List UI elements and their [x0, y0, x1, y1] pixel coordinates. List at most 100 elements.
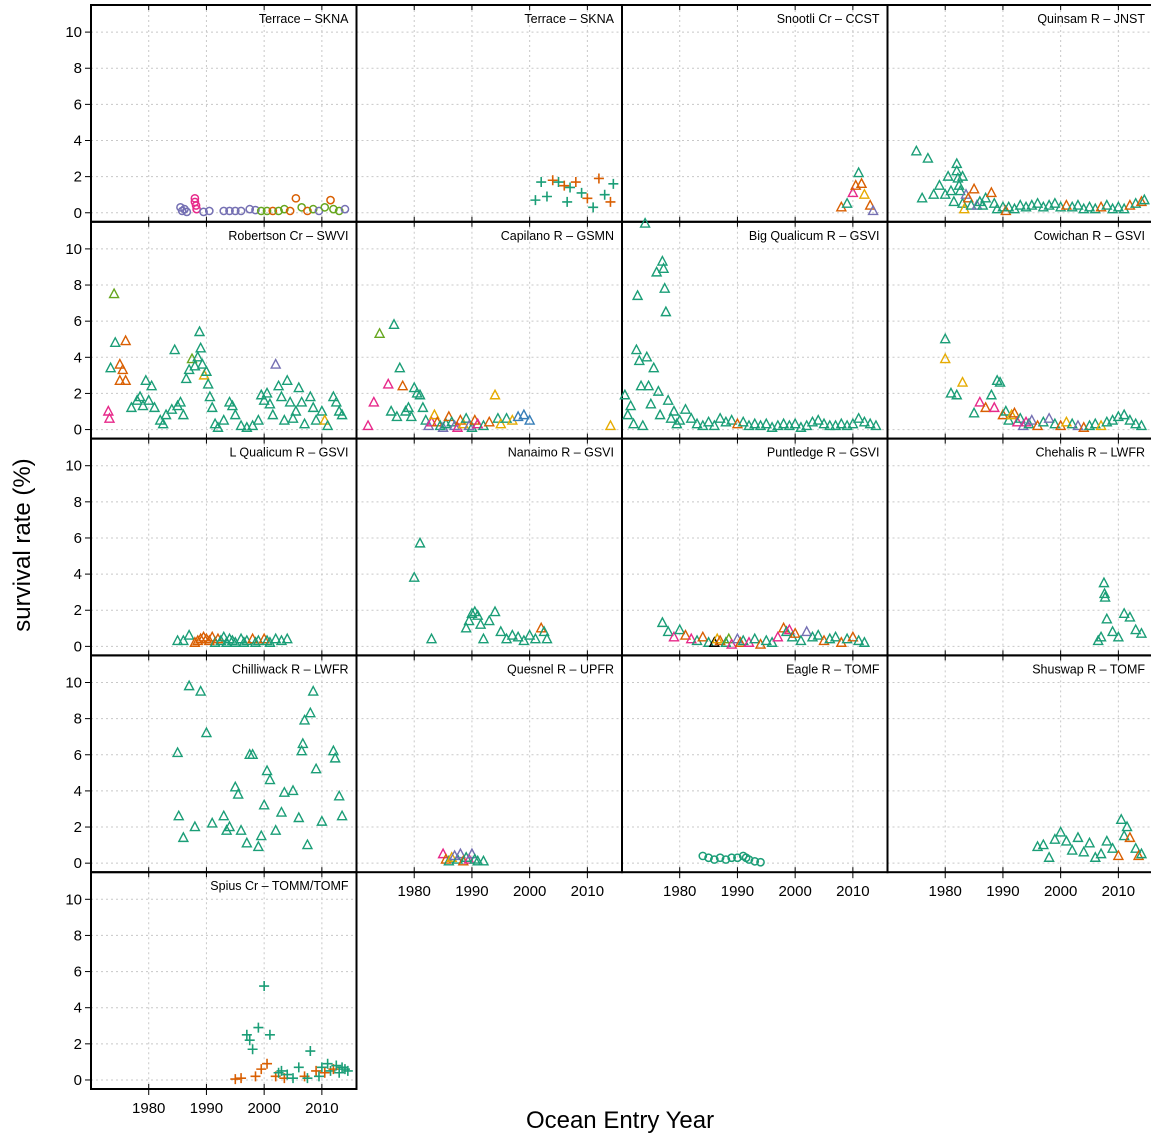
panel-title: Nanaimo R – GSVI — [508, 446, 614, 460]
data-point — [303, 206, 312, 216]
data-point — [278, 414, 291, 425]
data-point — [604, 419, 617, 431]
data-point — [847, 630, 859, 642]
data-point — [766, 636, 778, 647]
data-point — [1049, 197, 1061, 208]
data-point — [858, 636, 871, 647]
y-tick-label: 2 — [74, 385, 82, 402]
data-point — [320, 202, 330, 212]
data-point — [624, 399, 637, 411]
panel-9: Nanaimo R – GSVI — [355, 437, 623, 657]
data-point — [373, 327, 386, 339]
data-point — [206, 816, 218, 828]
data-point — [495, 417, 507, 429]
data-point — [668, 405, 680, 416]
data-point — [627, 417, 640, 429]
data-point — [1060, 834, 1073, 846]
data-point — [474, 618, 487, 629]
data-point — [812, 414, 824, 425]
data-point — [388, 318, 400, 329]
x-tick-label: 2000 — [778, 883, 811, 900]
data-point — [472, 417, 484, 429]
data-point — [235, 419, 247, 431]
data-point — [238, 636, 250, 647]
x-tick-label: 2010 — [1102, 883, 1135, 900]
panel-7: Cowichan R – GSVI — [886, 220, 1151, 440]
panel-frame — [621, 220, 889, 440]
data-point — [749, 632, 761, 644]
data-point — [541, 632, 553, 644]
data-point — [307, 401, 319, 413]
data-point — [518, 408, 530, 420]
data-point — [145, 379, 158, 391]
data-point — [270, 824, 282, 835]
x-axis-title: Ocean Entry Year — [526, 1107, 714, 1134]
data-point — [460, 412, 472, 423]
data-point — [852, 412, 865, 423]
data-point — [760, 417, 772, 429]
data-point — [241, 1029, 252, 1040]
data-point — [250, 1071, 261, 1082]
data-point — [727, 853, 737, 863]
data-point — [812, 629, 824, 640]
data-point — [1098, 587, 1111, 599]
y-tick-label: 10 — [65, 891, 82, 908]
data-point — [483, 614, 495, 626]
data-point — [858, 415, 871, 427]
data-point — [662, 625, 674, 637]
data-point — [262, 1058, 273, 1069]
data-point — [977, 199, 989, 210]
data-point — [446, 851, 458, 862]
y-tick-label: 2 — [74, 169, 82, 186]
data-point — [985, 388, 998, 400]
data-point — [744, 855, 754, 864]
y-tick-label: 6 — [74, 530, 82, 547]
data-point — [272, 379, 285, 391]
data-point — [229, 780, 241, 792]
panel-8: L Qualicum R – GSVI 0 2 4 6 8 10 — [65, 437, 358, 657]
data-point — [726, 414, 738, 425]
panel-frame — [90, 871, 358, 1091]
data-point — [1026, 414, 1038, 425]
y-tick-label: 6 — [74, 747, 82, 764]
data-point — [460, 621, 472, 633]
data-point — [193, 325, 206, 337]
data-point — [195, 685, 207, 696]
panel-frame — [90, 437, 358, 657]
data-point — [173, 809, 185, 821]
data-point — [261, 386, 273, 398]
y-tick-label: 0 — [74, 638, 82, 655]
data-point — [576, 187, 587, 198]
data-point — [1115, 813, 1127, 825]
y-tick-label: 10 — [65, 241, 82, 258]
y-tick-label: 8 — [74, 60, 82, 77]
data-point — [466, 607, 478, 619]
data-point — [293, 1062, 304, 1073]
data-point — [472, 609, 484, 620]
data-point — [660, 305, 672, 317]
panel-title: Robertson Cr – SWVI — [228, 229, 348, 243]
data-point — [867, 204, 879, 216]
panel-1: Terrace – SKNA — [355, 4, 623, 223]
data-point — [1037, 838, 1050, 850]
data-point — [308, 204, 318, 214]
data-point — [639, 217, 651, 228]
data-point — [405, 410, 417, 422]
data-point — [652, 385, 665, 396]
data-point — [296, 744, 308, 756]
data-point — [218, 414, 230, 425]
data-point — [737, 634, 749, 646]
data-point — [258, 798, 270, 810]
data-point — [304, 390, 316, 402]
data-point — [1112, 200, 1125, 212]
data-point — [329, 751, 341, 763]
data-point — [425, 632, 438, 644]
x-tick-label: 2000 — [1044, 883, 1077, 900]
panel-frame — [621, 654, 889, 874]
data-point — [654, 408, 666, 420]
data-point — [965, 199, 977, 210]
data-point — [536, 177, 547, 188]
panel-frame — [621, 4, 889, 223]
data-point — [417, 401, 429, 413]
data-point — [1130, 417, 1142, 429]
